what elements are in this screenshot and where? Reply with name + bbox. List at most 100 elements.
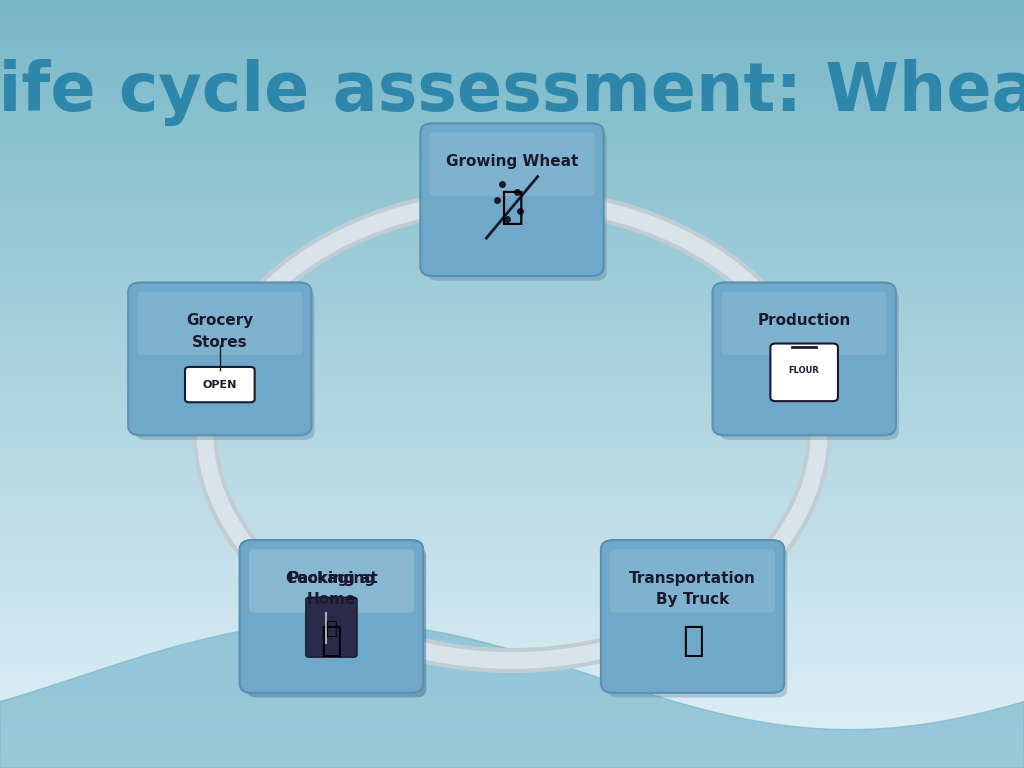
Bar	[0, 138, 1024, 141]
Bar	[0, 443, 1024, 445]
Bar	[0, 494, 1024, 497]
Bar	[0, 156, 1024, 159]
Bar	[0, 399, 1024, 402]
Text: FLOUR: FLOUR	[788, 366, 819, 375]
Bar	[0, 717, 1024, 720]
Bar	[0, 417, 1024, 420]
Bar	[0, 727, 1024, 730]
Bar	[0, 369, 1024, 371]
Bar	[0, 405, 1024, 407]
Bar	[0, 392, 1024, 394]
Bar	[0, 171, 1024, 174]
Bar	[0, 56, 1024, 59]
Bar	[0, 286, 1024, 290]
Bar	[0, 568, 1024, 571]
Bar	[0, 46, 1024, 48]
Bar	[0, 670, 1024, 674]
Bar	[0, 25, 1024, 28]
Bar	[0, 558, 1024, 561]
Bar	[0, 428, 1024, 430]
Bar	[0, 599, 1024, 601]
Bar	[0, 386, 1024, 389]
Bar	[0, 601, 1024, 604]
Bar	[0, 709, 1024, 712]
Bar	[0, 722, 1024, 724]
Bar	[0, 8, 1024, 10]
Bar	[0, 182, 1024, 184]
Bar	[0, 724, 1024, 727]
Bar	[0, 141, 1024, 144]
Bar	[0, 228, 1024, 230]
Text: 🚚: 🚚	[682, 624, 703, 658]
Bar	[0, 612, 1024, 614]
Bar	[0, 591, 1024, 594]
Bar	[0, 136, 1024, 138]
Bar	[0, 64, 1024, 67]
Bar	[0, 223, 1024, 225]
Bar	[0, 732, 1024, 735]
Bar	[0, 121, 1024, 123]
Bar	[0, 69, 1024, 71]
Bar	[0, 256, 1024, 259]
Polygon shape	[0, 622, 1024, 768]
Bar	[0, 356, 1024, 359]
Bar	[0, 548, 1024, 551]
Bar	[0, 471, 1024, 474]
Bar	[0, 110, 1024, 113]
Bar	[0, 100, 1024, 102]
Bar	[0, 23, 1024, 25]
Bar	[0, 192, 1024, 194]
Bar	[0, 525, 1024, 528]
Bar	[0, 133, 1024, 136]
Polygon shape	[0, 584, 1024, 768]
Bar	[0, 18, 1024, 21]
Bar	[0, 376, 1024, 379]
Bar	[0, 581, 1024, 584]
Bar	[0, 576, 1024, 578]
Bar	[0, 353, 1024, 356]
FancyBboxPatch shape	[420, 124, 603, 276]
Bar	[0, 674, 1024, 676]
Bar	[0, 174, 1024, 177]
FancyBboxPatch shape	[240, 540, 423, 693]
Bar	[0, 484, 1024, 486]
Bar	[0, 543, 1024, 545]
Bar	[0, 279, 1024, 282]
FancyBboxPatch shape	[430, 133, 594, 196]
Bar	[0, 190, 1024, 192]
Bar	[0, 430, 1024, 432]
Text: Home: Home	[307, 592, 356, 607]
Bar	[0, 466, 1024, 468]
Bar	[0, 735, 1024, 737]
Bar	[0, 374, 1024, 376]
Bar	[0, 561, 1024, 563]
Bar	[0, 758, 1024, 760]
Bar	[0, 384, 1024, 386]
Bar	[0, 210, 1024, 213]
Bar	[0, 637, 1024, 640]
Bar	[0, 453, 1024, 455]
Bar	[0, 51, 1024, 54]
Bar	[0, 271, 1024, 274]
Bar	[0, 397, 1024, 399]
Bar	[0, 461, 1024, 463]
Bar	[0, 325, 1024, 328]
Bar	[0, 697, 1024, 699]
Bar	[0, 402, 1024, 405]
Bar	[0, 655, 1024, 658]
Bar	[0, 5, 1024, 8]
Bar	[0, 647, 1024, 650]
Bar	[0, 54, 1024, 56]
Bar	[0, 766, 1024, 768]
Bar	[0, 246, 1024, 248]
Bar	[0, 630, 1024, 632]
Bar	[0, 118, 1024, 121]
Bar	[0, 678, 1024, 681]
Bar	[0, 624, 1024, 627]
Bar	[0, 276, 1024, 279]
Bar	[0, 617, 1024, 620]
Bar	[0, 604, 1024, 607]
Bar	[0, 261, 1024, 263]
FancyBboxPatch shape	[610, 549, 775, 613]
Bar	[0, 745, 1024, 747]
